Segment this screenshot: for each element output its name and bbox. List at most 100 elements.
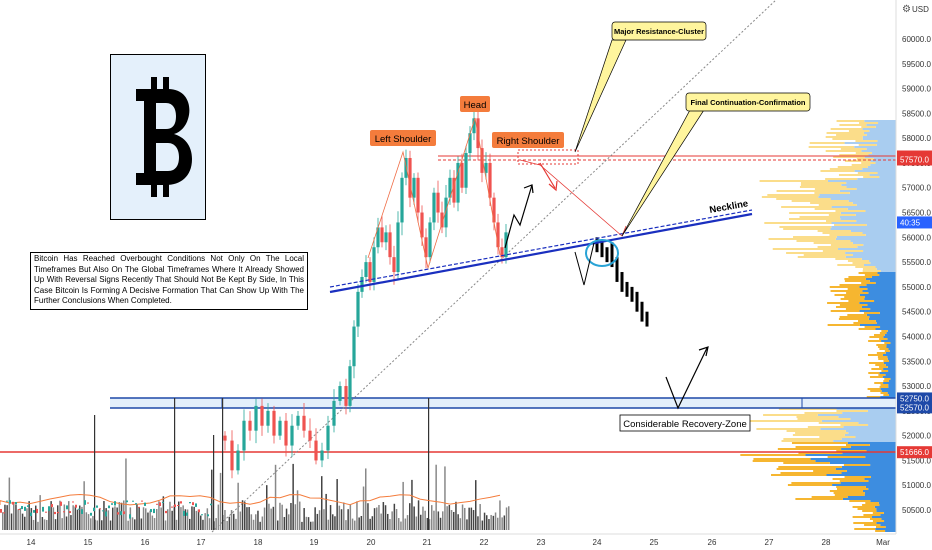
x-tick-label: Mar bbox=[876, 538, 890, 547]
volume-profile-bar bbox=[856, 204, 896, 206]
volume-profile-bar bbox=[866, 124, 896, 126]
volume-bar bbox=[356, 501, 358, 530]
volume-bar bbox=[21, 513, 24, 530]
volume-bar bbox=[305, 516, 308, 530]
volume-profile-bar bbox=[841, 438, 896, 440]
volume-profile-bar bbox=[867, 410, 896, 412]
volume-profile-bar bbox=[854, 170, 896, 172]
volume-profile-bar bbox=[882, 376, 896, 378]
volume-bar bbox=[442, 511, 444, 530]
volume-profile-bar bbox=[855, 436, 896, 438]
x-tick-label: 23 bbox=[537, 538, 546, 547]
candle-body bbox=[464, 153, 468, 188]
volume-profile-bar bbox=[847, 208, 896, 210]
projection-bar bbox=[640, 301, 644, 322]
volume-bar bbox=[461, 504, 464, 530]
volume-profile-bar bbox=[869, 130, 896, 132]
volume-profile-bar bbox=[870, 476, 896, 478]
volume-spike bbox=[174, 398, 176, 530]
volume-bar bbox=[479, 504, 481, 530]
candle-body bbox=[380, 227, 384, 243]
volume-profile-bar bbox=[880, 392, 888, 394]
volume-bar bbox=[50, 501, 52, 530]
volume-bar bbox=[2, 512, 4, 530]
volume-profile-bar bbox=[836, 134, 867, 136]
volume-bar bbox=[10, 513, 13, 530]
candle-body bbox=[484, 162, 488, 173]
volume-bar bbox=[433, 510, 435, 530]
volume-profile-bar bbox=[883, 368, 896, 370]
price-tag-label: 52750.0 bbox=[900, 394, 929, 403]
volume-profile-bar bbox=[843, 464, 871, 466]
volume-bar bbox=[499, 500, 501, 530]
candle-body bbox=[201, 514, 203, 516]
volume-profile-bar bbox=[814, 208, 848, 210]
volume-bar bbox=[193, 506, 195, 530]
volume-bar bbox=[149, 510, 151, 530]
volume-profile-bar bbox=[845, 256, 896, 258]
volume-profile-bar bbox=[819, 436, 856, 438]
volume-bar bbox=[153, 518, 156, 530]
volume-bar bbox=[189, 518, 191, 530]
volume-profile-bar bbox=[863, 244, 896, 246]
volume-bar bbox=[503, 515, 506, 530]
volume-bar bbox=[112, 507, 114, 530]
volume-profile-bar bbox=[796, 240, 851, 242]
volume-bar bbox=[283, 517, 286, 530]
candle-body bbox=[372, 247, 376, 282]
volume-profile-bar bbox=[879, 312, 896, 314]
volume-bar bbox=[367, 503, 369, 530]
volume-profile-bar bbox=[759, 180, 828, 182]
candle-body bbox=[177, 504, 179, 506]
volume-bar bbox=[490, 514, 492, 530]
y-tick-label: 54000.0 bbox=[902, 332, 931, 341]
candle-body bbox=[102, 510, 104, 512]
volume-profile-bar bbox=[842, 412, 896, 414]
candle-body bbox=[135, 503, 137, 505]
volume-bar bbox=[358, 517, 360, 530]
volume-profile-bar bbox=[814, 188, 857, 190]
volume-profile-bar bbox=[871, 516, 896, 518]
volume-bar bbox=[360, 515, 363, 530]
volume-profile-bar bbox=[875, 162, 896, 164]
volume-profile-bar bbox=[822, 250, 864, 252]
volume-profile-bar bbox=[829, 234, 866, 236]
volume-profile-bar bbox=[791, 482, 841, 484]
candle-body bbox=[81, 509, 83, 514]
volume-bar bbox=[72, 505, 74, 530]
volume-profile-bar bbox=[845, 308, 871, 310]
candle-body bbox=[84, 500, 86, 505]
volume-profile-bar bbox=[868, 488, 896, 490]
volume-profile-bar bbox=[866, 396, 881, 398]
volume-profile-bar bbox=[826, 132, 864, 134]
volume-profile-bar bbox=[881, 330, 888, 332]
volume-profile-bar bbox=[864, 494, 896, 496]
candle-body bbox=[96, 505, 98, 508]
volume-profile-bar bbox=[847, 288, 868, 290]
candle-body bbox=[21, 506, 23, 510]
volume-profile-bar bbox=[840, 148, 867, 150]
volume-profile-bar bbox=[781, 440, 834, 442]
volume-profile-bar bbox=[803, 254, 853, 256]
volume-profile-bar bbox=[850, 230, 896, 232]
volume-profile-bar bbox=[886, 332, 896, 334]
settings-icon[interactable]: ⚙ bbox=[902, 4, 911, 15]
volume-profile-bar bbox=[829, 462, 896, 464]
volume-profile-bar bbox=[818, 196, 896, 198]
volume-profile-bar bbox=[869, 518, 882, 520]
volume-bar bbox=[428, 519, 431, 530]
candle-body bbox=[123, 511, 125, 515]
volume-profile-bar bbox=[833, 156, 865, 158]
volume-profile-bar bbox=[780, 472, 842, 474]
volume-bar bbox=[140, 518, 143, 530]
volume-profile-bar bbox=[863, 312, 880, 314]
volume-profile-bar bbox=[862, 232, 896, 234]
recovery-zone-label: Considerable Recovery-Zone bbox=[623, 419, 747, 430]
volume-bar bbox=[239, 511, 242, 530]
candle-body bbox=[57, 511, 59, 514]
volume-profile-bar bbox=[887, 366, 896, 368]
volume-profile-bar bbox=[881, 518, 896, 520]
y-tick-label: 53000.0 bbox=[902, 382, 931, 391]
volume-profile-bar bbox=[866, 148, 896, 150]
volume-bar bbox=[68, 501, 70, 530]
